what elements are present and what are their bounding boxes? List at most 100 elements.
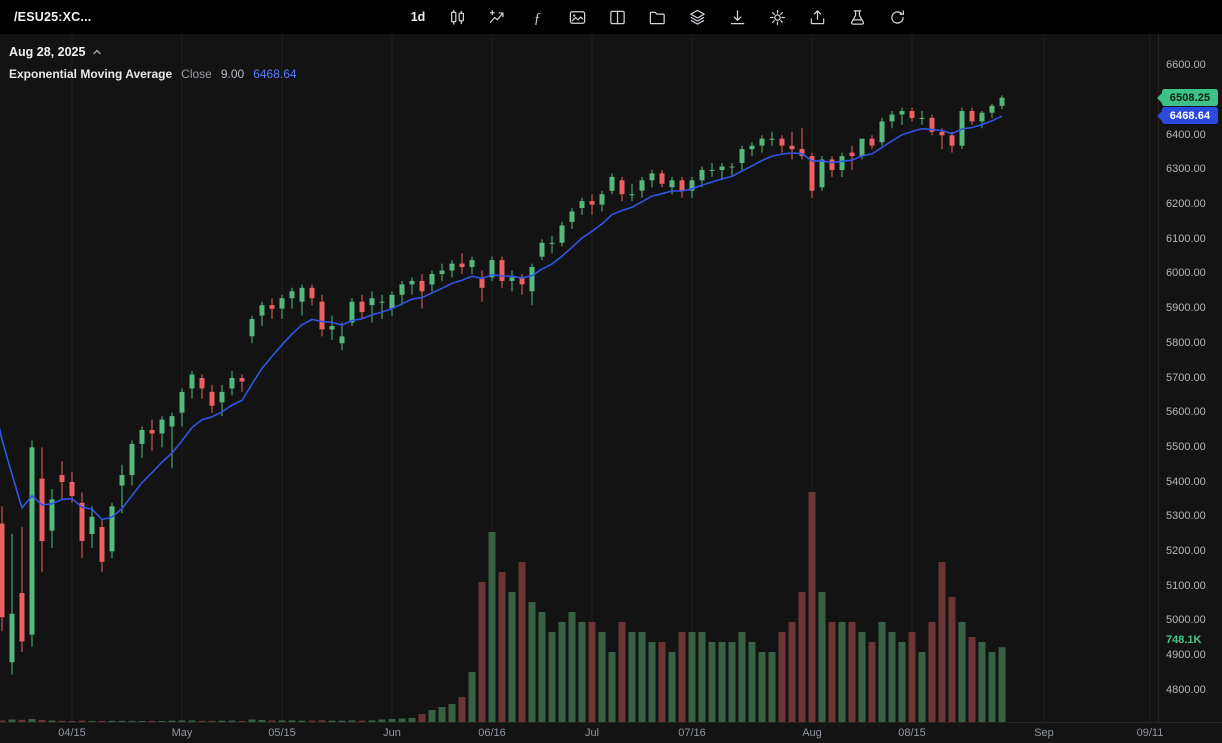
candle-body (669, 180, 675, 188)
volume-bar (718, 642, 726, 722)
volume-bar (788, 622, 796, 722)
candle-body (609, 176, 615, 191)
indicator-legend[interactable]: Exponential Moving Average Close 9.00 64… (9, 67, 297, 81)
candle-body (809, 156, 815, 191)
ema-line (0, 115, 1003, 521)
chevron-up-icon[interactable] (92, 48, 102, 56)
candle-body (779, 138, 785, 146)
candle-body (309, 287, 315, 299)
volume-bar (98, 721, 106, 722)
volume-bar (828, 622, 836, 722)
volume-bar (288, 720, 296, 722)
volume-bar (158, 721, 166, 722)
volume-bar (728, 642, 736, 722)
folder-icon[interactable] (643, 3, 671, 31)
chart-type-candles-icon[interactable] (443, 3, 471, 31)
snapshot-icon[interactable] (563, 3, 591, 31)
candle-body (319, 301, 325, 330)
volume-bar (518, 562, 526, 722)
candle-body (999, 97, 1005, 106)
settings-gear-icon[interactable] (763, 3, 791, 31)
volume-bar (148, 721, 156, 722)
volume-bar (878, 622, 886, 722)
price-axis[interactable]: 6600.006500.006400.006300.006200.006100.… (1157, 34, 1222, 722)
volume-bar (448, 704, 456, 722)
candle-body (9, 613, 15, 663)
candle-body (989, 105, 995, 113)
candle-body (749, 145, 755, 150)
candle-body (869, 138, 875, 146)
indicator-length: 9.00 (220, 67, 245, 81)
volume-bar (668, 652, 676, 722)
volume-bar (808, 492, 816, 722)
volume-bar (528, 602, 536, 722)
price-tick-label: 6000.00 (1166, 267, 1206, 280)
price-tick-label: 5700.00 (1166, 371, 1206, 384)
volume-bar (968, 637, 976, 722)
candle-body (439, 270, 445, 274)
time-tick-label: Aug (802, 727, 822, 739)
volume-bar (418, 714, 426, 722)
price-tick-label: 6600.00 (1166, 59, 1206, 72)
candle-body (229, 378, 235, 389)
volume-bar (918, 652, 926, 722)
price-chart-canvas[interactable] (0, 34, 1158, 722)
candle-body (29, 447, 35, 635)
volume-bar (798, 592, 806, 722)
share-icon[interactable] (803, 3, 831, 31)
time-tick-label: 09/11 (1136, 727, 1164, 739)
price-tick-label: 6300.00 (1166, 163, 1206, 176)
volume-bar (358, 720, 366, 722)
candle-body (759, 138, 765, 146)
candle-body (649, 173, 655, 181)
volume-bar (888, 632, 896, 722)
download-icon[interactable] (723, 3, 751, 31)
time-tick-label: Sep (1034, 727, 1054, 739)
candle-body (739, 149, 745, 163)
candle-body (109, 506, 115, 552)
candle-body (889, 114, 895, 122)
timeframe-button[interactable]: 1d (405, 3, 431, 31)
candle-body (99, 527, 105, 562)
volume-bar (468, 672, 476, 722)
candle-body (349, 301, 355, 323)
candle-body (359, 301, 365, 313)
volume-bar (328, 720, 336, 722)
layout-icon[interactable] (603, 3, 631, 31)
volume-bar (598, 632, 606, 722)
time-axis[interactable]: 04/15 May 05/15 Jun 06/16 Jul 07/16 Aug 08/15 Sep… (0, 722, 1222, 743)
candle-body (169, 416, 175, 427)
chart-pane: Aug 28, 2025 Exponential Moving Average … (0, 34, 1158, 722)
volume-bar (268, 720, 276, 722)
volume-bar (108, 720, 116, 722)
indicator-name: Exponential Moving Average (9, 67, 173, 81)
functions-icon[interactable]: ƒ (523, 3, 551, 31)
studies-beaker-icon[interactable] (843, 3, 871, 31)
candle-body (489, 260, 495, 278)
candle-body (289, 291, 295, 299)
volume-bar (18, 719, 26, 722)
candle-body (459, 263, 465, 268)
candle-body (819, 159, 825, 188)
indicators-icon[interactable] (483, 3, 511, 31)
candle-body (529, 267, 535, 292)
candle-body (39, 478, 45, 541)
candle-body (829, 159, 835, 170)
volume-bar (748, 642, 756, 722)
volume-bar (398, 718, 406, 722)
refresh-icon[interactable] (883, 3, 911, 31)
symbol-button[interactable]: /ESU25:XC... (0, 10, 105, 24)
price-tick-label: 6100.00 (1166, 232, 1206, 245)
price-tick-label: 5800.00 (1166, 336, 1206, 349)
candle-body (299, 287, 305, 302)
time-tick-label: Jun (383, 727, 401, 739)
time-tick-label: 06/16 (478, 727, 506, 739)
layers-icon[interactable] (683, 3, 711, 31)
volume-bar (88, 721, 96, 722)
volume-bar (818, 592, 826, 722)
volume-bar (498, 572, 506, 722)
candle-body (699, 169, 705, 181)
last-price-badge: 6508.25 (1157, 89, 1218, 107)
svg-text:ƒ: ƒ (533, 10, 540, 26)
